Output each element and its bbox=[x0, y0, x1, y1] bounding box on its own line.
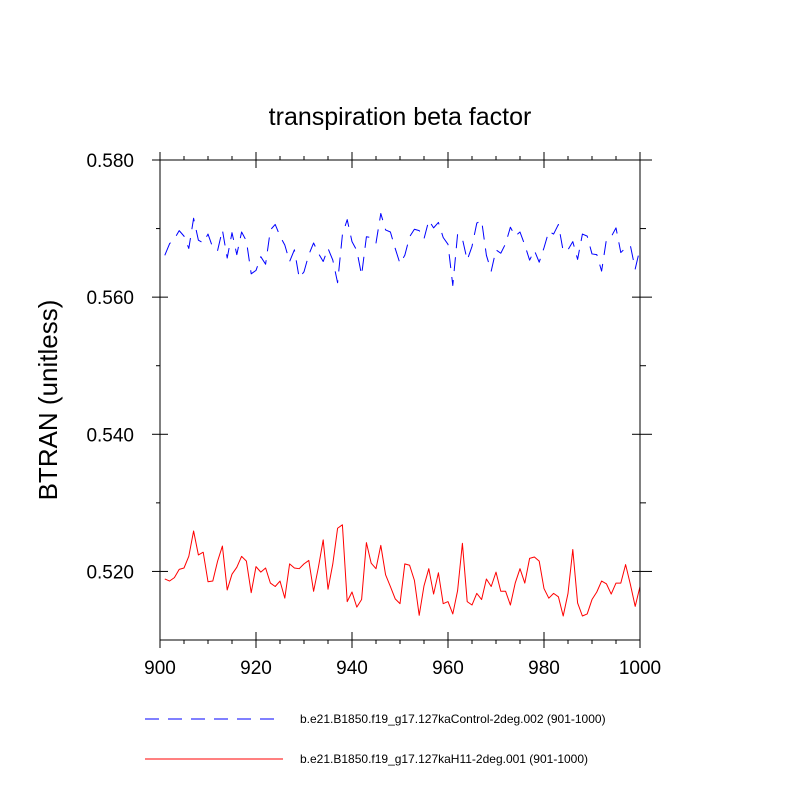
x-tick-label: 960 bbox=[432, 658, 464, 679]
legend-label-control: b.e21.B1850.f19_g17.127kaControl-2deg.00… bbox=[300, 712, 606, 726]
x-tick-label: 940 bbox=[336, 658, 368, 679]
x-tick-label: 1000 bbox=[619, 658, 661, 679]
y-tick-label: 0.520 bbox=[86, 562, 134, 583]
x-tick-label: 900 bbox=[144, 658, 176, 679]
series-layer bbox=[164, 212, 641, 617]
x-tick-label: 920 bbox=[240, 658, 272, 679]
y-tick-label: 0.580 bbox=[86, 151, 134, 172]
series-line-1 bbox=[164, 524, 641, 617]
axis-layer: 900 920 940 960 980 1000 0.520 0.540 0.560 0.580 bbox=[86, 151, 661, 679]
y-axis-label: BTRAN (unitless) bbox=[33, 300, 63, 501]
series-line-0 bbox=[164, 212, 641, 286]
chart-title: transpiration beta factor bbox=[269, 103, 532, 131]
y-tick-label: 0.540 bbox=[86, 425, 134, 446]
y-tick-label: 0.560 bbox=[86, 288, 134, 309]
plot-frame bbox=[159, 159, 641, 641]
legend-label-h11: b.e21.B1850.f19_g17.127kaH11-2deg.001 (9… bbox=[300, 752, 588, 766]
legend: b.e21.B1850.f19_g17.127kaControl-2deg.00… bbox=[145, 712, 606, 766]
x-tick-label: 980 bbox=[528, 658, 560, 679]
